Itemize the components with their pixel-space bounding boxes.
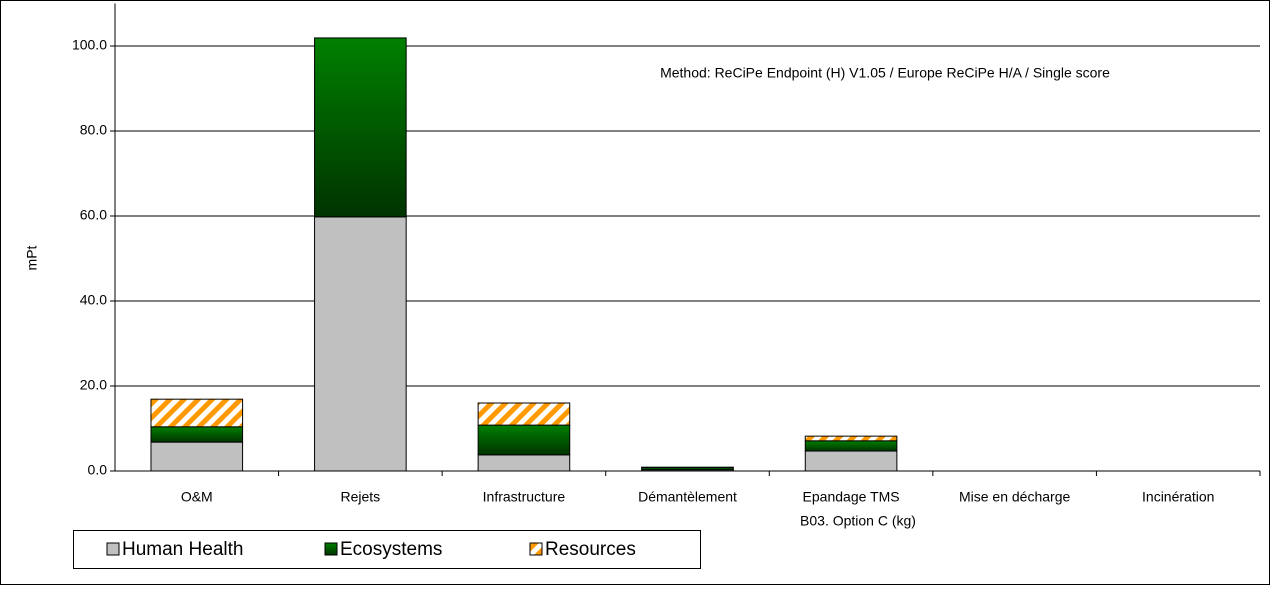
legend-label: Ecosystems [340,539,442,560]
y-tick-label: 100.0 [72,37,107,53]
legend-label: Resources [545,539,636,560]
bar-segment [151,442,243,471]
annotation: Method: ReCiPe Endpoint (H) V1.05 / Euro… [660,65,1110,81]
bar-segment [478,403,570,425]
legend-swatch [107,543,119,555]
bar-segment [315,217,407,471]
bar-segment [805,436,897,441]
bar-segment [478,455,570,471]
legend-swatch [530,543,542,555]
x-tick-label: Incinération [1142,489,1214,505]
x-axis-label: B03. Option C (kg) [800,513,916,529]
x-tick-label: Epandage TMS [803,489,900,505]
bar-segment [805,441,897,451]
y-tick-label: 20.0 [80,377,107,393]
bar-segment [805,451,897,471]
bar-segment [151,399,243,427]
bar-segment [315,38,407,217]
y-tick-label: 80.0 [80,122,107,138]
legend-label: Human Health [122,539,243,560]
bar-segment [151,427,243,442]
legend-swatch [325,543,337,555]
bar-segment [478,425,570,455]
x-tick-label: O&M [181,489,213,505]
x-tick-label: Démantèlement [638,489,737,505]
y-tick-label: 60.0 [80,207,107,223]
x-tick-label: Mise en décharge [959,489,1071,505]
y-tick-label: 40.0 [80,292,107,308]
y-axis-label: mPt [24,245,40,270]
y-tick-label: 0.0 [88,462,108,478]
x-tick-label: Rejets [341,489,381,505]
x-tick-label: Infrastructure [483,489,566,505]
